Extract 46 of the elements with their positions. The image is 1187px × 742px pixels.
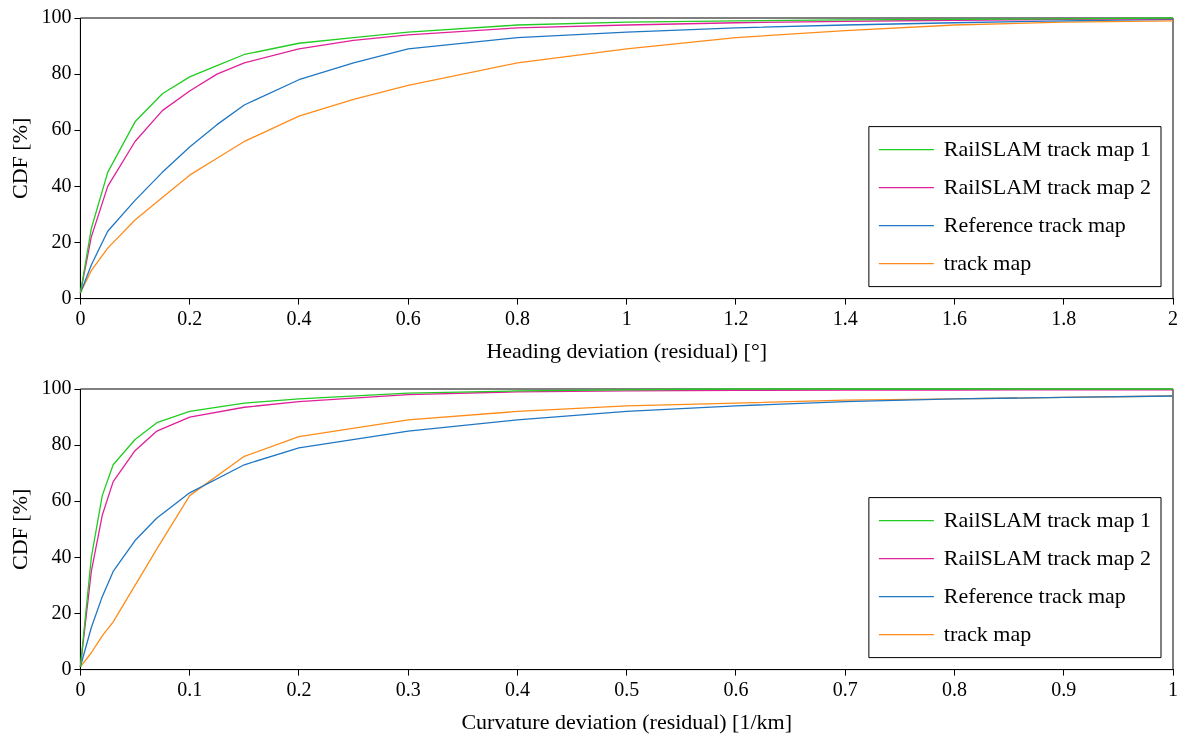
x-tick-label: 1.2 [723,306,749,329]
x-tick-label: 0 [75,306,86,329]
x-tick-label: 0.8 [504,306,530,329]
x-tick-label: 0.6 [395,306,421,329]
legend-label: RailSLAM track map 1 [943,507,1152,533]
legend-label: Reference track map [943,583,1126,609]
x-tick-label: 1.8 [1051,306,1077,329]
x-tick-label: 0.6 [723,677,749,700]
x-tick-label: 0.9 [1051,677,1077,700]
x-axis-title: Heading deviation (residual) [°] [486,337,768,363]
x-tick-label: 2 [1168,306,1178,329]
legend-label: track map [943,621,1032,647]
y-tick-label: 80 [51,61,72,84]
y-tick-label: 40 [51,544,72,567]
x-tick-label: 1 [1168,677,1178,700]
x-tick-label: 0.2 [177,306,203,329]
y-tick-label: 60 [51,117,72,140]
y-tick-label: 0 [61,285,72,308]
x-tick-label: 0.1 [177,677,203,700]
y-tick-label: 20 [51,229,72,252]
x-tick-label: 1.6 [941,306,967,329]
x-tick-label: 0.2 [286,677,312,700]
legend-label: RailSLAM track map 1 [943,136,1152,162]
y-tick-label: 40 [51,173,72,196]
y-tick-label: 60 [51,488,72,511]
y-tick-label: 0 [61,656,72,679]
y-axis-title: CDF [%] [6,488,32,570]
x-tick-label: 1.4 [832,306,858,329]
legend-label: track map [943,250,1032,276]
y-axis-title: CDF [%] [6,117,32,199]
x-tick-label: 1 [621,306,632,329]
x-tick-label: 0.4 [286,306,312,329]
legend-label: RailSLAM track map 2 [943,545,1152,571]
y-tick-label: 100 [41,376,72,399]
y-tick-label: 100 [41,5,72,28]
legend-label: Reference track map [943,212,1126,238]
x-tick-label: 0.5 [614,677,640,700]
x-tick-label: 0.7 [832,677,858,700]
x-tick-label: 0.4 [504,677,530,700]
x-axis-title: Curvature deviation (residual) [1/km] [461,708,792,734]
x-tick-label: 0.8 [941,677,967,700]
x-tick-label: 0.3 [395,677,421,700]
x-tick-label: 0 [75,677,86,700]
y-tick-label: 80 [51,432,72,455]
y-tick-label: 20 [51,600,72,623]
legend-label: RailSLAM track map 2 [943,174,1152,200]
